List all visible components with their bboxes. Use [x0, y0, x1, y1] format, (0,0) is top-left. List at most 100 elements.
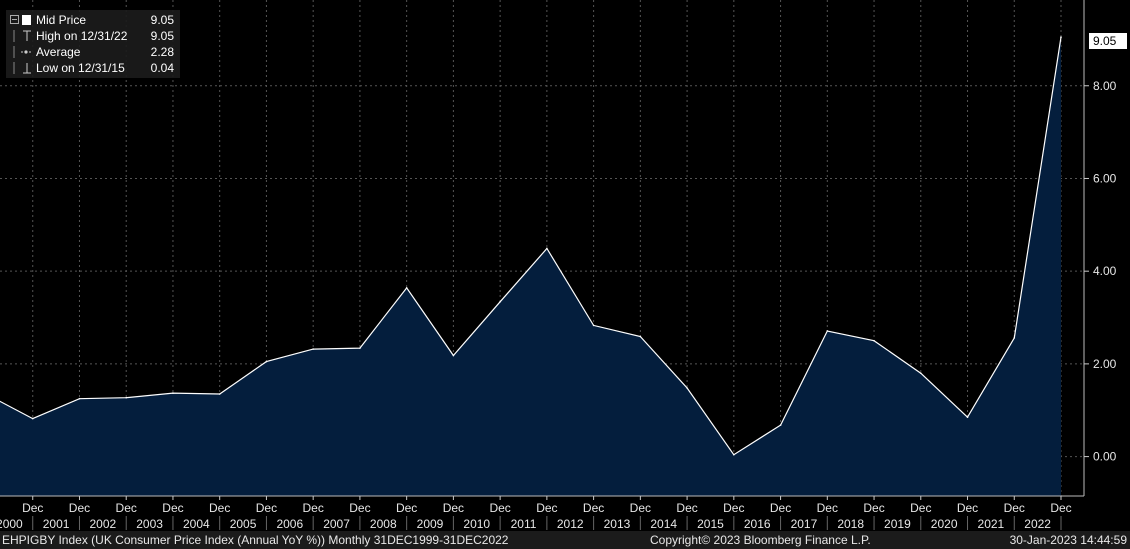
x-tick-label-month: Dec: [910, 501, 931, 515]
x-tick-label-month: Dec: [536, 501, 557, 515]
legend-value: 9.05: [150, 29, 174, 43]
x-tick-label-year: 2016: [744, 517, 771, 531]
data-point: [919, 372, 922, 374]
footer-index-description: EHPIGBY Index (UK Consumer Price Index (…: [2, 533, 509, 547]
data-point: [686, 387, 688, 389]
legend-value: 2.28: [150, 45, 174, 59]
data-point: [359, 347, 361, 349]
x-tick-label-year: 2014: [650, 517, 677, 531]
data-point: [172, 392, 174, 394]
x-tick-label-year: 2007: [323, 517, 350, 531]
data-point: [218, 393, 221, 395]
x-tick-label-month: Dec: [676, 501, 697, 515]
legend-label: Low on 12/31/15: [36, 61, 125, 75]
x-tick-label-year: 2020: [931, 517, 958, 531]
x-tick-label-year: 2003: [136, 517, 163, 531]
y-tick-label: 8.00: [1093, 79, 1117, 93]
x-tick-label-month: Dec: [69, 501, 90, 515]
x-axis: Dec Dec Dec Dec Dec Dec Dec Dec Dec Dec Dec Dec Dec D…: [0, 496, 1072, 531]
y-axis: 0.00 2.00 4.00 6.00 8.00: [1084, 79, 1117, 464]
data-point: [779, 424, 782, 426]
data-point: [592, 324, 595, 327]
x-tick-label-year: 2019: [884, 517, 911, 531]
data-point: [733, 453, 735, 456]
data-point: [405, 287, 408, 289]
y-tick-label: 4.00: [1093, 264, 1117, 278]
data-point: [265, 360, 268, 363]
legend-label: Mid Price: [36, 13, 87, 27]
data-point: [499, 300, 501, 303]
last-value-marker: 9.05: [1089, 33, 1127, 49]
low-marker-icon: [10, 62, 32, 74]
y-tick-label: 2.00: [1093, 357, 1117, 371]
data-point: [826, 330, 829, 332]
x-tick-label-year: 2017: [791, 517, 818, 531]
x-tick-label-month: Dec: [256, 501, 277, 515]
footer-timestamp: 30-Jan-2023 14:44:59: [1009, 533, 1127, 547]
x-tick-label-year: 2001: [43, 517, 70, 531]
data-point: [312, 348, 314, 350]
legend-item-high: High on 12/31/22 9.05: [6, 28, 180, 44]
last-value-text: 9.05: [1093, 34, 1117, 48]
x-tick-label-month: Dec: [630, 501, 651, 515]
x-tick-label-month: Dec: [1004, 501, 1025, 515]
x-tick-label-year: 2004: [183, 517, 210, 531]
x-tick-label-year: 2009: [417, 517, 444, 531]
series-area: [0, 37, 1061, 496]
x-tick-label-month: Dec: [209, 501, 230, 515]
series-line: [0, 37, 1062, 456]
x-tick-label-year: 2010: [463, 517, 490, 531]
x-tick-label-month: Dec: [162, 501, 183, 515]
x-tick-label-month: Dec: [863, 501, 884, 515]
data-point: [125, 396, 128, 399]
x-tick-label-month: Dec: [583, 501, 604, 515]
x-tick-label-month: Dec: [770, 501, 791, 515]
high-marker-icon: [10, 30, 32, 42]
x-tick-label-month: Dec: [349, 501, 370, 515]
filled-square-icon[interactable]: [10, 14, 32, 26]
x-tick-label-month: Dec: [1050, 501, 1071, 515]
y-tick-label: 0.00: [1093, 450, 1117, 464]
x-tick-label-year: 2002: [89, 517, 116, 531]
footer-copyright: Copyright© 2023 Bloomberg Finance L.P.: [650, 533, 871, 547]
data-point: [873, 339, 875, 342]
legend-item-mid-price: Mid Price 9.05: [6, 12, 180, 28]
legend-value: 0.04: [150, 61, 174, 75]
data-point: [1060, 36, 1062, 38]
average-line-icon: [10, 46, 32, 58]
x-tick-label-month: Dec: [116, 501, 137, 515]
legend-item-average: Average 2.28: [6, 44, 180, 60]
x-tick-label-year: 2021: [978, 517, 1005, 531]
data-point: [546, 247, 548, 250]
x-tick-label-month: Dec: [723, 501, 744, 515]
legend-label: Average: [36, 45, 81, 59]
data-point: [966, 416, 969, 418]
x-tick-label-year: 2015: [697, 517, 724, 531]
x-tick-label-month: Dec: [22, 501, 43, 515]
data-point: [452, 354, 455, 357]
x-tick-label-year: 2022: [1024, 517, 1051, 531]
x-tick-label-year: 2013: [604, 517, 631, 531]
legend-label: High on 12/31/22: [36, 29, 128, 43]
y-tick-label: 6.00: [1093, 171, 1117, 185]
x-tick-label-year: 2018: [837, 517, 864, 531]
x-tick-label-year: 2006: [276, 517, 303, 531]
legend-item-low: Low on 12/31/15 0.04: [6, 60, 180, 76]
legend: Mid Price 9.05 High on 12/31/22 9.05 Ave…: [6, 10, 180, 78]
x-tick-label-year: 2008: [370, 517, 397, 531]
x-tick-label-month: Dec: [396, 501, 417, 515]
last-value-box: [1089, 33, 1127, 49]
x-tick-label-year: 2000: [0, 517, 23, 531]
x-tick-label-year: 2011: [511, 517, 537, 531]
x-tick-label-month: Dec: [443, 501, 464, 515]
x-tick-label-month: Dec: [303, 501, 324, 515]
legend-value: 9.05: [150, 13, 174, 27]
data-point: [31, 417, 34, 420]
data-point: [78, 397, 81, 400]
x-tick-label-year: 2012: [557, 517, 584, 531]
x-tick-label-year: 2005: [230, 517, 257, 531]
data-point: [1013, 337, 1016, 339]
data-point: [639, 335, 642, 338]
x-tick-label-month: Dec: [817, 501, 838, 515]
